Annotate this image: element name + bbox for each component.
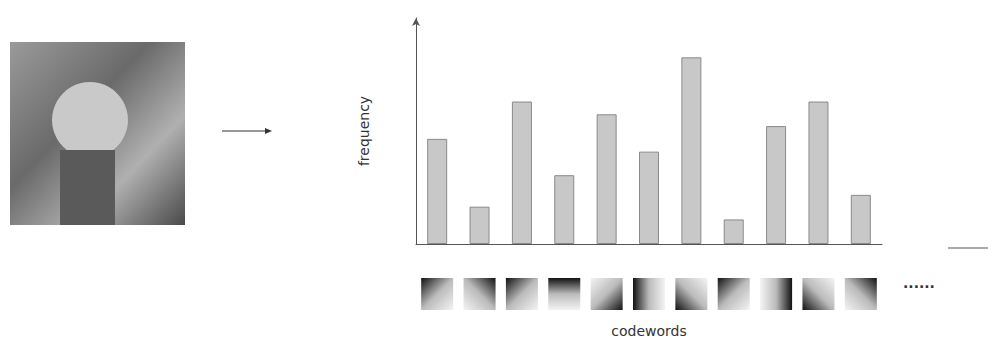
svg-text:frequency: frequency <box>356 96 372 166</box>
svg-text:......: ...... <box>903 275 935 291</box>
svg-text:codewords: codewords <box>611 323 686 339</box>
